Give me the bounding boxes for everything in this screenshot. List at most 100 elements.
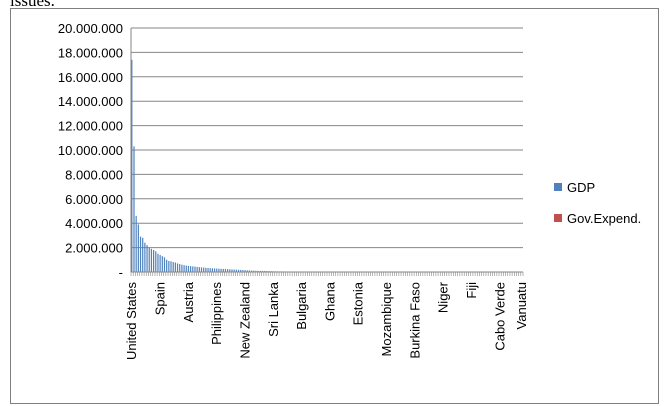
bar-gdp bbox=[176, 263, 179, 272]
bar-gdp bbox=[255, 270, 257, 272]
bar-gdp bbox=[216, 268, 218, 272]
bar-gdp bbox=[139, 236, 142, 272]
bar-gdp bbox=[150, 248, 153, 272]
bar-gdp bbox=[233, 269, 235, 272]
bar-gdp bbox=[220, 268, 222, 272]
bar-gdp bbox=[242, 270, 244, 272]
bar-gdp bbox=[194, 266, 196, 272]
bar-gdp bbox=[172, 261, 174, 272]
bar-gdp bbox=[246, 270, 248, 272]
bars bbox=[131, 59, 523, 272]
bar-gdp bbox=[174, 262, 176, 272]
x-tick-label: Ghana bbox=[322, 281, 337, 321]
legend: GDP Gov.Expend. bbox=[554, 180, 641, 226]
bar-gdp bbox=[168, 261, 170, 272]
bar-gdp bbox=[250, 270, 253, 272]
bar-gdp bbox=[157, 253, 159, 272]
bar-gdp bbox=[152, 250, 155, 272]
y-tick-label: 18.000.000 bbox=[58, 45, 123, 60]
x-tick-label: Fiji bbox=[464, 282, 479, 299]
x-tick-label: Spain bbox=[153, 282, 168, 315]
bar-gdp bbox=[200, 267, 203, 272]
bar-gdp bbox=[224, 269, 227, 272]
bar-gdp bbox=[146, 245, 148, 272]
y-tick-label: 10.000.000 bbox=[58, 143, 123, 158]
bar-gdp bbox=[187, 265, 190, 272]
bar-gdp bbox=[213, 268, 216, 272]
legend-label: Gov.Expend. bbox=[567, 211, 641, 226]
bar-gdp bbox=[163, 257, 166, 272]
bar-gdp bbox=[229, 269, 231, 272]
x-tick-label: Burkina Faso bbox=[407, 282, 422, 359]
x-tick-label: Mozambique bbox=[379, 282, 394, 356]
x-tick-label: Cabo Verde bbox=[492, 282, 507, 351]
bar-gdp bbox=[203, 267, 205, 272]
x-tick-labels: United States Spain Austria Philippines New … bbox=[124, 281, 529, 360]
bar-gdp bbox=[218, 268, 220, 272]
chart: - 2.000.000 4.000.000 6.000.000 8.000.000 10.… bbox=[58, 21, 641, 360]
bar-gdp bbox=[159, 254, 161, 272]
y-tick-label: 4.000.000 bbox=[65, 216, 123, 231]
x-tick-label: Philippines bbox=[209, 282, 224, 345]
bar-gdp bbox=[166, 259, 168, 272]
x-tick-label: New Zealand bbox=[237, 282, 252, 359]
bar-gdp bbox=[144, 242, 146, 272]
bar-gdp bbox=[131, 59, 133, 272]
bar-gdp bbox=[181, 264, 183, 272]
bar-gdp bbox=[237, 269, 240, 272]
legend-label: GDP bbox=[567, 180, 595, 195]
bar-gdp bbox=[261, 270, 264, 272]
legend-swatch bbox=[554, 183, 562, 191]
bar-gdp bbox=[170, 261, 172, 272]
bar-gdp bbox=[222, 268, 224, 272]
y-tick-label: 14.000.000 bbox=[58, 94, 123, 109]
bar-gdp bbox=[196, 266, 198, 272]
bar-gdp bbox=[205, 267, 207, 272]
bar-gdp bbox=[227, 269, 229, 272]
y-tick-label: 6.000.000 bbox=[65, 192, 123, 207]
y-tick-label: 8.000.000 bbox=[65, 167, 123, 182]
bar-gdp bbox=[179, 264, 181, 272]
x-tick-label: Niger bbox=[436, 281, 451, 313]
x-tick-label: Austria bbox=[181, 281, 196, 322]
bar-gdp bbox=[135, 215, 137, 272]
x-tick-label: United States bbox=[124, 282, 139, 361]
bar-gdp bbox=[259, 270, 261, 272]
bar-gdp bbox=[240, 269, 242, 272]
bar-gdp bbox=[155, 251, 157, 272]
bar-gdp bbox=[185, 265, 187, 272]
page-text-fragment: issues. bbox=[10, 0, 55, 10]
gridlines bbox=[131, 27, 523, 249]
y-tick-labels: - 2.000.000 4.000.000 6.000.000 8.000.000 10.… bbox=[58, 21, 123, 280]
bar-gdp bbox=[142, 237, 144, 272]
bar-gdp bbox=[137, 224, 139, 272]
y-tick-label: - bbox=[119, 265, 123, 280]
bar-gdp bbox=[133, 146, 135, 272]
bar-gdp bbox=[235, 269, 237, 272]
bar-gdp bbox=[198, 267, 200, 272]
bar-gdp bbox=[211, 268, 213, 272]
y-tick-label: 12.000.000 bbox=[58, 119, 123, 134]
x-tick-label: Sri Lanka bbox=[266, 281, 281, 337]
legend-swatch bbox=[554, 214, 562, 222]
x-tick-label: Bulgaria bbox=[294, 281, 309, 329]
axes bbox=[130, 28, 524, 276]
x-tick-label: Estonia bbox=[351, 281, 366, 325]
bar-gdp bbox=[253, 270, 255, 272]
bar-gdp bbox=[190, 266, 192, 272]
bar-gdp bbox=[161, 256, 163, 272]
bar-gdp bbox=[244, 270, 246, 272]
bar-gdp bbox=[257, 270, 259, 272]
bar-gdp bbox=[248, 270, 251, 272]
chart-frame: - 2.000.000 4.000.000 6.000.000 8.000.000 10.… bbox=[10, 8, 659, 404]
y-tick-label: 2.000.000 bbox=[65, 241, 123, 256]
bar-gdp bbox=[192, 266, 194, 272]
x-tick-label: Vanuatu bbox=[514, 282, 529, 329]
bar-gdp bbox=[183, 265, 185, 272]
bar-gdp bbox=[231, 269, 233, 272]
bar-gdp bbox=[148, 247, 150, 272]
bar-gdp bbox=[207, 267, 209, 272]
y-tick-label: 20.000.000 bbox=[58, 21, 123, 36]
bar-gdp bbox=[209, 268, 211, 272]
y-tick-label: 16.000.000 bbox=[58, 70, 123, 85]
